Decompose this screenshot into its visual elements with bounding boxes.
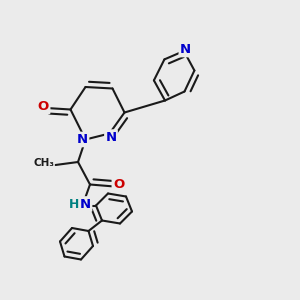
Text: N: N bbox=[105, 130, 117, 144]
Text: N: N bbox=[80, 197, 91, 211]
Text: H: H bbox=[69, 197, 79, 211]
Text: CH₃: CH₃ bbox=[33, 158, 54, 169]
Text: O: O bbox=[113, 178, 124, 191]
Text: N: N bbox=[180, 43, 191, 56]
Text: O: O bbox=[38, 100, 49, 113]
Text: N: N bbox=[77, 133, 88, 146]
